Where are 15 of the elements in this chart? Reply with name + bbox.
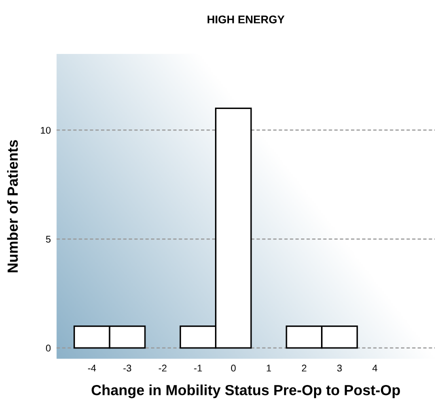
x-tick-label: 4 (372, 364, 378, 372)
x-tick-label: -2 (158, 364, 166, 372)
y-tick-label: 0 (46, 344, 51, 352)
y-axis-title: Number of Patients (7, 140, 18, 272)
x-axis-title: Change in Mobility Status Pre-Op to Post-Op (92, 384, 400, 398)
x-tick-label: 3 (337, 364, 342, 372)
chart-title: HIGH ENERGY (208, 16, 284, 24)
x-tick-label: -3 (123, 364, 132, 372)
y-tick-label: 5 (46, 236, 51, 243)
x-tick-label: -4 (88, 364, 96, 372)
x-tick-label: 0 (231, 364, 236, 372)
x-tick-label: -1 (194, 364, 202, 372)
y-tick-label: 10 (40, 126, 51, 134)
x-tick-label: 1 (266, 364, 271, 372)
x-tick-label: 2 (302, 364, 306, 372)
